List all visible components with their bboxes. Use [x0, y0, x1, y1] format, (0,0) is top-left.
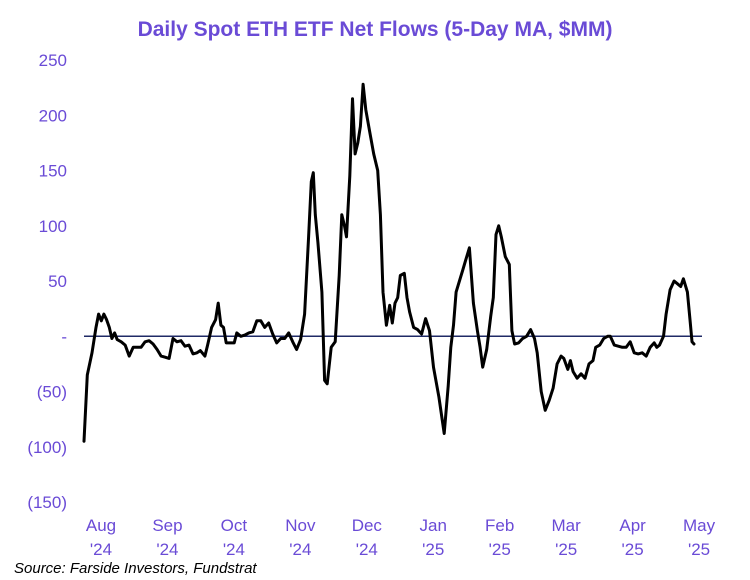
x-tick-label-year: '24	[289, 540, 311, 559]
x-tick-label-year: '25	[422, 540, 444, 559]
y-tick-label: (100)	[27, 438, 67, 457]
chart-title: Daily Spot ETH ETF Net Flows (5-Day MA, …	[137, 18, 613, 41]
x-axis-tick-labels: Aug '24 Sep '24 Oct '24 Nov '24 Dec '24 Jan '25 Feb '…	[86, 516, 716, 559]
x-tick-label-month: Nov	[285, 516, 316, 535]
y-tick-label: -	[61, 327, 67, 346]
source-note: Source: Farside Investors, Fundstrat	[14, 560, 257, 577]
y-tick-label: 150	[39, 162, 67, 181]
y-tick-label: 200	[39, 106, 67, 125]
x-tick-label-year: '25	[489, 540, 511, 559]
x-tick-label-year: '24	[356, 540, 378, 559]
x-tick-label-year: '25	[688, 540, 710, 559]
y-tick-label: (150)	[27, 493, 67, 512]
y-tick-label: 100	[39, 217, 67, 236]
x-tick-label-year: '24	[90, 540, 112, 559]
x-tick-label-month: Aug	[86, 516, 116, 535]
x-tick-label-month: Dec	[352, 516, 383, 535]
x-tick-label-month: Apr	[619, 516, 646, 535]
x-tick-label-year: '24	[156, 540, 178, 559]
y-tick-label: 50	[48, 272, 67, 291]
x-tick-label-year: '24	[223, 540, 245, 559]
series-line-net-flows	[82, 82, 696, 443]
x-tick-label-month: Jan	[420, 516, 447, 535]
x-tick-label-month: Sep	[152, 516, 182, 535]
y-axis-tick-labels: 250 200 150 100 50 - (50) (100) (150)	[27, 51, 67, 512]
x-tick-label-month: May	[683, 516, 716, 535]
x-tick-label-year: '25	[622, 540, 644, 559]
x-tick-label-month: Feb	[485, 516, 514, 535]
chart-plot: 250 200 150 100 50 - (50) (100) (150) Aug '24 Sep '…	[27, 51, 716, 559]
y-tick-label: (50)	[37, 383, 67, 402]
x-tick-label-month: Mar	[552, 516, 582, 535]
x-tick-label-year: '25	[555, 540, 577, 559]
y-tick-label: 250	[39, 51, 67, 70]
x-tick-label-month: Oct	[221, 516, 248, 535]
